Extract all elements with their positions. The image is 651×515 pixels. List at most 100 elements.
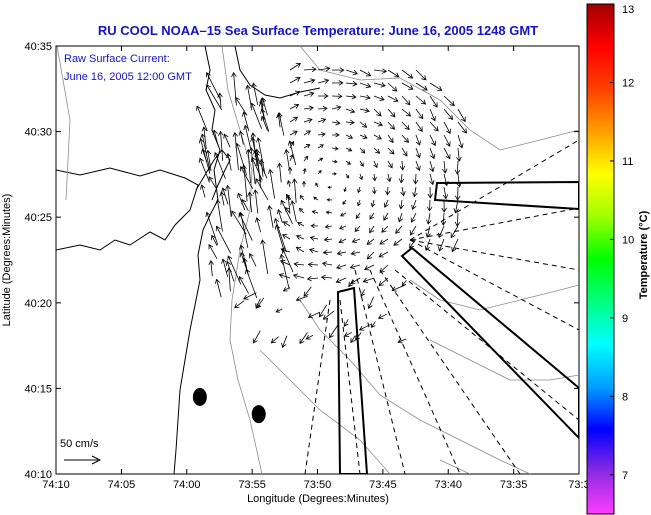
current-vector: [442, 160, 448, 174]
legend-note-line2: June 16, 2005 12:00 GMT: [64, 71, 192, 83]
current-vector: [301, 180, 306, 188]
current-vector: [442, 186, 449, 200]
current-vector: [279, 259, 291, 266]
current-vector: [315, 182, 319, 188]
current-vector: [429, 95, 438, 108]
current-vector: [429, 82, 443, 91]
current-vector: [400, 186, 406, 197]
current-vector: [349, 263, 361, 270]
current-vector: [289, 62, 302, 71]
current-vector: [303, 117, 313, 124]
current-vector: [238, 276, 249, 294]
current-vector: [196, 105, 208, 132]
current-vector: [401, 134, 409, 143]
current-vector: [277, 162, 283, 183]
y-axis-label: Latitude (Degrees:Minutes): [1, 194, 13, 327]
current-vector: [215, 225, 232, 254]
current-vector: [255, 217, 262, 233]
current-vector: [401, 82, 414, 90]
x-tick-label: 74:05: [108, 479, 136, 491]
current-vector: [322, 310, 335, 320]
current-vector: [348, 279, 355, 288]
current-vector: [303, 155, 309, 162]
colorbar-tick-label: 9: [622, 313, 628, 325]
current-vector: [429, 160, 435, 173]
current-vector: [215, 199, 223, 232]
current-vector: [443, 147, 451, 160]
current-vector: [327, 185, 333, 189]
current-vector: [281, 234, 291, 240]
current-vector: [427, 186, 433, 199]
x-tick-label: 74:10: [42, 479, 70, 491]
current-vector: [208, 259, 214, 277]
current-vector: [200, 148, 208, 163]
current-vector: [245, 148, 252, 183]
colorbar-tick-label: 13: [622, 4, 634, 16]
x-axis-label: Longitude (Degrees:Minutes): [247, 493, 389, 505]
current-vector: [387, 108, 396, 118]
current-vector: [355, 212, 361, 220]
current-vector: [276, 209, 283, 223]
current-vector: [443, 134, 451, 147]
current-vector: [457, 121, 467, 134]
current-vector: [238, 130, 244, 145]
current-vector: [409, 238, 417, 249]
current-vector: [285, 195, 292, 214]
current-vector: [412, 186, 418, 198]
current-vector: [275, 308, 283, 313]
current-vector: [295, 246, 305, 253]
current-vector: [441, 199, 447, 213]
current-vector: [243, 124, 252, 151]
current-vector: [231, 210, 247, 235]
coastline: [173, 46, 221, 474]
current-vector: [323, 236, 333, 243]
current-vector: [299, 332, 308, 345]
current-vector: [401, 69, 414, 79]
current-vector: [379, 264, 389, 273]
current-vector: [289, 103, 300, 110]
current-vector: [287, 166, 293, 175]
current-vector: [287, 140, 297, 166]
current-vector: [359, 173, 363, 181]
current-vector: [292, 273, 305, 279]
current-vector: [309, 235, 319, 241]
current-vector: [295, 295, 308, 302]
colorbar-tick-label: 10: [622, 234, 634, 246]
current-vector: [289, 140, 295, 149]
y-axis: 40:10 40:15 40:20 40:25 40:30 40:35: [24, 41, 579, 481]
current-vector: [280, 199, 293, 225]
current-vector: [415, 147, 421, 159]
current-vector: [369, 225, 375, 234]
current-vector: [370, 199, 376, 208]
current-vector: [331, 132, 340, 138]
current-vector: [412, 173, 419, 185]
current-vector: [318, 304, 328, 318]
current-vector: [208, 244, 218, 259]
current-vector: [303, 105, 314, 111]
current-vector: [378, 277, 389, 287]
current-vector: [373, 147, 381, 154]
y-tick-label: 40:35: [24, 41, 52, 53]
current-vector: [359, 107, 370, 114]
current-vector: [409, 225, 417, 236]
current-vector: [425, 225, 431, 238]
current-vector: [338, 225, 347, 230]
current-vector: [214, 278, 222, 298]
current-vector: [310, 223, 319, 229]
current-vector: [429, 121, 439, 132]
y-tick-label: 40:20: [24, 298, 52, 310]
current-vector: [255, 178, 269, 200]
current-vector: [415, 95, 427, 105]
y-tick-label: 40:15: [24, 383, 52, 395]
current-vector: [391, 284, 406, 292]
colorbar-tick-label: 8: [622, 391, 628, 403]
current-vector: [206, 84, 223, 111]
colorbar-label: Temperature (°C): [638, 210, 650, 299]
current-vector: [324, 224, 333, 229]
current-vector: [398, 173, 405, 184]
current-vector: [386, 173, 392, 183]
current-vector: [331, 105, 342, 111]
current-vector: [359, 160, 364, 167]
current-vector: [317, 144, 324, 149]
current-vector: [373, 108, 382, 117]
